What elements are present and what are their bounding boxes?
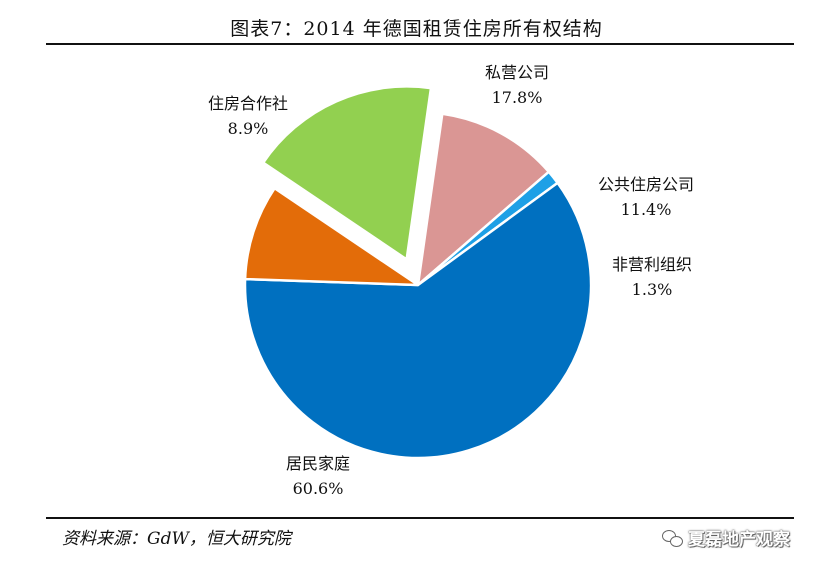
pie-slice-2 xyxy=(416,112,551,287)
slice-value-label: 1.3% xyxy=(632,280,673,299)
pie-slice-5 xyxy=(243,187,420,287)
pie-slice-1 xyxy=(261,85,433,261)
slice-value-label: 17.8% xyxy=(492,88,543,107)
wechat-icon xyxy=(662,529,683,547)
watermark: 夏磊地产观察 xyxy=(662,525,790,550)
watermark-text: 夏磊地产观察 xyxy=(688,530,790,550)
slice-name-label: 私营公司 xyxy=(485,63,549,82)
slice-value-label: 60.6% xyxy=(293,479,344,498)
pie-slices xyxy=(243,85,593,460)
slice-value-label: 11.4% xyxy=(621,200,672,219)
pie-labels: 私营公司 17.8% 公共住房公司 11.4% 非营利组织 1.3% 居民家庭 60.6% 住房… xyxy=(208,63,694,498)
slice-name-label: 公共住房公司 xyxy=(598,175,694,194)
slice-name-label: 居民家庭 xyxy=(286,454,350,473)
slice-value-label: 8.9% xyxy=(228,119,269,138)
slice-name-label: 住房合作社 xyxy=(208,94,288,113)
bottom-rule xyxy=(46,517,794,519)
chart-title: 图表7：2014 年德国租赁住房所有权结构 xyxy=(230,18,603,40)
top-rule xyxy=(46,43,794,45)
pie-slice-4 xyxy=(243,181,593,460)
source-note: 资料来源：GdW，恒大研究院 xyxy=(62,529,291,549)
slice-name-label: 非营利组织 xyxy=(612,255,692,274)
